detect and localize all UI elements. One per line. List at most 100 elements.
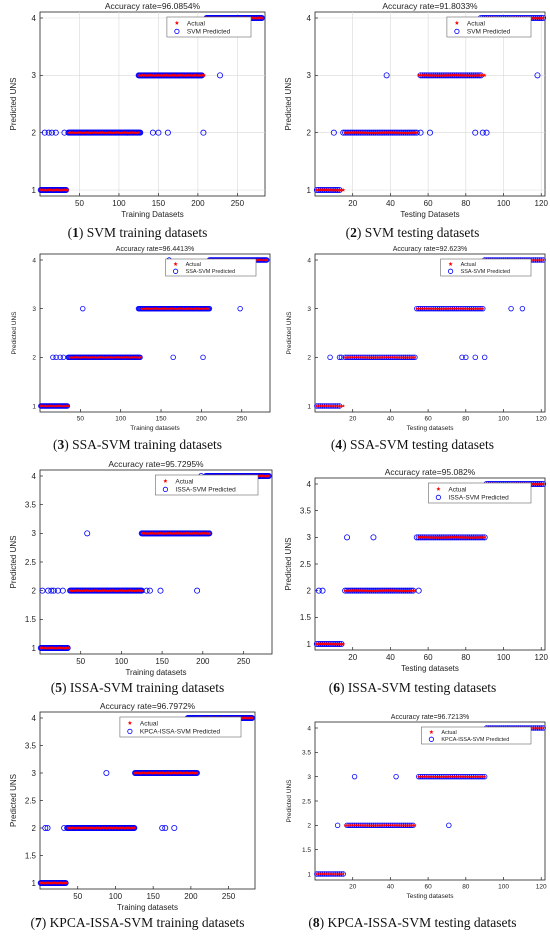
actual-point (334, 404, 338, 408)
actual-point (195, 771, 199, 775)
actual-point (473, 73, 478, 77)
actual-point (318, 188, 323, 192)
actual-point (396, 588, 400, 593)
legend-predicted-label: KPCA-ISSA-SVM Predicted (140, 729, 221, 736)
x-tick-label: 80 (461, 653, 470, 662)
actual-point (345, 130, 349, 135)
actual-point (407, 823, 411, 827)
predicted-point (143, 587, 150, 594)
actual-point (435, 774, 440, 779)
predicted-point (57, 354, 63, 361)
actual-point (317, 872, 321, 876)
plot-frame (314, 477, 546, 651)
actual-point (460, 774, 464, 779)
chart-title: Accuracy rate=95.082% (385, 467, 476, 477)
actual-point (367, 588, 372, 593)
predicted-point (171, 825, 178, 832)
plot-frame (314, 253, 546, 413)
legend-actual-label: Actual (187, 20, 206, 27)
caption-1: (1) SVM training datasets (67, 225, 208, 240)
actual-point (452, 535, 457, 539)
actual-point (392, 823, 396, 827)
actual-point (426, 73, 430, 77)
actual-point (388, 588, 393, 593)
y-tick-label: 1 (307, 403, 311, 410)
actual-point (439, 73, 444, 77)
actual-point (426, 306, 430, 311)
actual-point (539, 482, 544, 486)
actual-point (443, 535, 447, 539)
legend-actual-marker (448, 261, 453, 266)
actual-point (315, 872, 319, 876)
y-tick-label: 4 (32, 257, 36, 264)
actual-point (366, 355, 370, 359)
y-tick-label: 3 (307, 306, 311, 313)
y-tick-label: 3.5 (25, 500, 37, 509)
actual-point (400, 823, 404, 827)
actual-point (460, 535, 464, 539)
actual-point (362, 588, 366, 593)
actual-point (480, 535, 485, 539)
actual-point (320, 642, 325, 646)
actual-point (475, 774, 479, 779)
legend-predicted-label: ISSA-SVM Predicted (175, 487, 236, 494)
predicted-point (50, 354, 56, 361)
actual-point (366, 823, 370, 827)
actual-point (392, 588, 397, 593)
y-tick-label: 1.5 (25, 615, 37, 624)
y-tick-label: 1 (307, 871, 311, 878)
y-axis-label: Predicted UNS (286, 779, 293, 823)
actual-point (324, 642, 329, 646)
actual-point (343, 130, 348, 135)
actual-point (460, 73, 464, 77)
y-tick-label: 2 (32, 824, 37, 833)
actual-point (475, 535, 479, 539)
actual-point (407, 130, 412, 135)
x-tick-label: 100 (115, 416, 126, 423)
plot-frame (314, 721, 546, 881)
predicted-point (103, 770, 110, 777)
actual-point (399, 588, 404, 593)
actual-point (326, 872, 330, 876)
actual-point (471, 774, 475, 779)
actual-point (417, 774, 421, 779)
actual-point (379, 588, 383, 593)
actual-point (537, 482, 542, 486)
y-tick-label: 2 (307, 355, 311, 362)
actual-point (454, 535, 459, 539)
actual-point (454, 306, 459, 311)
actual-point (471, 73, 476, 77)
legend-actual-label: Actual (175, 478, 194, 485)
actual-point (430, 774, 434, 779)
actual-point (541, 482, 545, 486)
actual-point (479, 306, 483, 311)
plot-frame (39, 253, 271, 413)
predicted-point (479, 129, 486, 136)
actual-point (475, 306, 479, 311)
actual-point (450, 535, 455, 539)
actual-point (531, 16, 536, 20)
actual-point (435, 73, 440, 77)
actual-point (465, 73, 470, 77)
predicted-point (146, 587, 153, 594)
actual-point (532, 726, 536, 730)
x-tick-label: 150 (146, 892, 160, 901)
y-tick-label: 4 (32, 14, 37, 23)
legend-actual-marker (436, 486, 441, 491)
x-tick-label: 60 (424, 884, 432, 891)
x-tick-label: 100 (115, 657, 129, 666)
actual-point (345, 823, 349, 827)
y-tick-label: 4 (307, 257, 311, 264)
actual-point (348, 130, 353, 135)
actual-point (343, 823, 347, 827)
actual-point (462, 535, 466, 539)
actual-point (535, 482, 540, 486)
actual-point (441, 774, 445, 779)
actual-point (319, 404, 323, 408)
x-tick-label: 50 (73, 892, 82, 901)
actual-point (401, 355, 406, 359)
predicted-point (534, 72, 541, 79)
actual-point (413, 823, 417, 827)
actual-point (418, 774, 423, 779)
actual-point (439, 535, 444, 539)
